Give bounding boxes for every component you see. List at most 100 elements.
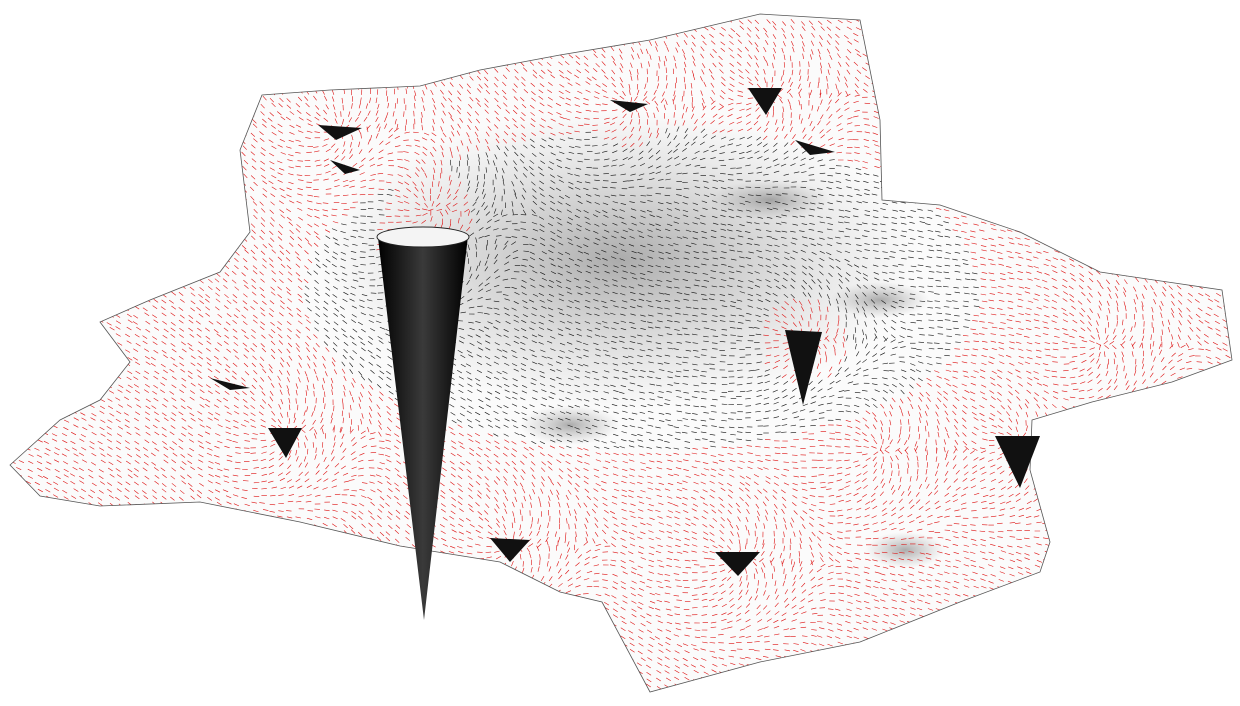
- flow-arrow: [1206, 165, 1211, 170]
- flow-arrow: [25, 242, 31, 247]
- flow-arrow: [460, 140, 464, 146]
- flow-arrow: [817, 20, 823, 25]
- flow-arrow: [926, 77, 933, 80]
- flow-arrow: [1105, 124, 1111, 129]
- flow-arrow: [208, 207, 213, 213]
- flow-arrow: [197, 20, 202, 26]
- flow-arrow: [1108, 256, 1114, 261]
- flow-arrow: [1034, 20, 1039, 25]
- flow-arrow: [1124, 166, 1130, 170]
- flow-arrow: [70, 222, 76, 227]
- flow-arrow: [817, 120, 821, 126]
- flow-arrow: [837, 115, 843, 119]
- flow-arrow: [622, 148, 628, 152]
- flow-arrow: [127, 84, 131, 89]
- flow-arrow: [1069, 187, 1075, 191]
- flow-arrow: [556, 145, 562, 149]
- flow-arrow: [801, 21, 806, 26]
- flow-arrow: [595, 63, 600, 68]
- flow-arrow: [177, 186, 183, 192]
- flow-arrow: [675, 163, 681, 166]
- flow-arrow: [1231, 56, 1232, 61]
- flow-arrow: [882, 88, 888, 91]
- flow-arrow: [485, 89, 491, 95]
- flow-arrow: [1132, 167, 1138, 172]
- flow-arrow: [456, 25, 461, 31]
- flow-arrow: [511, 181, 515, 187]
- flow-arrow: [973, 125, 979, 129]
- flow-arrow: [1117, 250, 1123, 255]
- flow-arrow: [955, 62, 961, 66]
- flow-arrow: [271, 125, 276, 129]
- flow-arrow: [577, 124, 584, 127]
- flow-arrow: [259, 76, 264, 82]
- flow-arrow: [702, 63, 706, 69]
- flow-arrow: [987, 67, 993, 71]
- flow-arrow: [952, 173, 958, 176]
- flow-arrow: [195, 158, 200, 164]
- flow-arrow: [108, 103, 113, 108]
- flow-arrow: [691, 34, 696, 40]
- flow-arrow: [159, 257, 165, 262]
- flow-arrow: [484, 103, 489, 108]
- flow-arrow: [1171, 208, 1177, 213]
- flow-arrow: [1122, 229, 1129, 233]
- flow-arrow: [953, 90, 959, 94]
- flow-arrow: [952, 33, 958, 37]
- flow-arrow: [0, 154, 5, 157]
- flow-arrow: [973, 75, 979, 79]
- flow-arrow: [133, 271, 139, 276]
- flow-arrow: [72, 271, 78, 275]
- flow-arrow: [1161, 217, 1167, 221]
- flow-arrow: [187, 236, 192, 241]
- flow-arrow: [1223, 39, 1228, 45]
- flow-arrow: [575, 167, 582, 170]
- flow-arrow: [567, 34, 573, 39]
- flow-arrow: [297, 188, 303, 190]
- flow-arrow: [161, 146, 166, 151]
- flow-arrow: [727, 143, 733, 146]
- flow-arrow: [447, 194, 452, 199]
- flow-arrow: [97, 102, 102, 108]
- flow-arrow: [1151, 237, 1157, 241]
- flow-arrow: [630, 62, 633, 68]
- flow-arrow: [420, 188, 424, 194]
- flow-arrow: [576, 180, 583, 184]
- flow-arrow: [664, 26, 669, 32]
- flow-arrow: [224, 89, 228, 95]
- flow-arrow: [392, 111, 395, 117]
- flow-arrow: [808, 20, 814, 25]
- flow-arrow: [864, 188, 870, 191]
- flow-arrow: [385, 141, 391, 146]
- flow-arrow: [709, 175, 716, 177]
- flow-arrow: [386, 194, 393, 196]
- flow-arrow: [1177, 124, 1182, 129]
- flow-arrow: [486, 54, 492, 59]
- flow-arrow: [205, 39, 209, 45]
- flow-arrow: [1151, 244, 1157, 248]
- flow-arrow: [710, 82, 715, 88]
- flow-arrow: [226, 208, 232, 214]
- flow-arrow: [1132, 97, 1137, 102]
- flow-arrow: [313, 95, 317, 101]
- flow-arrow: [786, 88, 792, 94]
- flow-arrow: [414, 186, 419, 192]
- flow-arrow: [871, 125, 878, 128]
- flow-arrow: [466, 19, 470, 24]
- flow-arrow: [844, 165, 850, 168]
- flow-arrow: [961, 41, 967, 45]
- flow-arrow: [375, 133, 379, 139]
- flow-arrow: [1045, 76, 1050, 81]
- flow-arrow: [1081, 130, 1087, 134]
- flow-arrow: [1108, 250, 1114, 254]
- flow-arrow: [1159, 188, 1165, 193]
- flow-arrow: [136, 228, 141, 233]
- flow-arrow: [674, 26, 679, 32]
- flow-arrow: [854, 110, 860, 112]
- flow-arrow: [1223, 75, 1229, 80]
- flow-arrow: [820, 99, 823, 105]
- flow-arrow: [124, 75, 129, 81]
- flow-arrow: [127, 153, 132, 159]
- flow-arrow: [260, 103, 265, 109]
- flow-arrow: [378, 47, 382, 53]
